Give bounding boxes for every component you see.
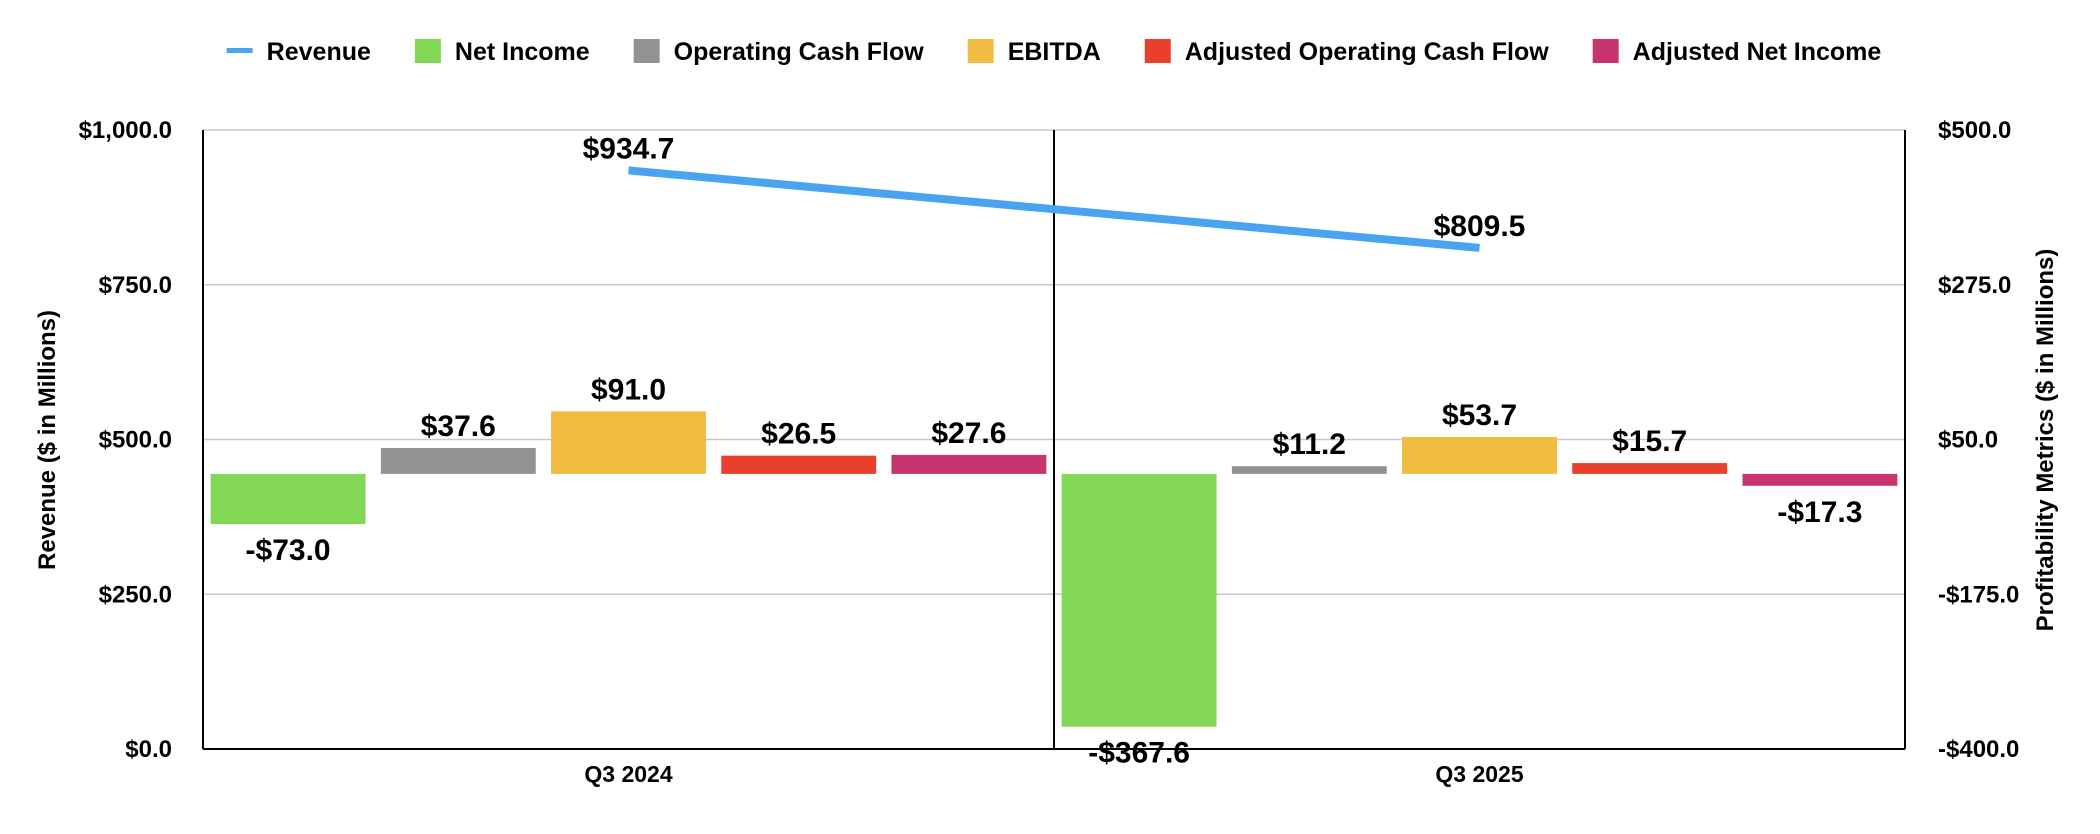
legend-swatch [1144, 39, 1171, 63]
legend-swatch [967, 39, 994, 63]
data-label-revenue: $809.5 [1434, 210, 1526, 243]
data-label-net-income: -$73.0 [246, 534, 331, 567]
data-label-net-income: -$367.6 [1088, 737, 1190, 770]
left-tick-label: $750.0 [99, 272, 172, 299]
bar-net-income [1061, 473, 1217, 727]
legend-item-ebitda: EBITDA [967, 38, 1101, 66]
category-label: Q3 2025 [1435, 761, 1523, 787]
legend-label: EBITDA [1008, 38, 1101, 66]
legend-item-revenue: Revenue [226, 38, 371, 66]
legend-swatch [633, 39, 660, 63]
legend-swatch [414, 39, 441, 63]
bar-ebitda [551, 411, 706, 474]
data-label-operating-cash-flow: $11.2 [1273, 428, 1346, 461]
right-tick-label: $500.0 [1938, 117, 2011, 144]
legend-label: Net Income [455, 38, 590, 66]
bar-operating-cash-flow [380, 448, 536, 474]
data-label-ebitda: $91.0 [591, 373, 666, 406]
axes: $0.0 $250.0 $500.0 $750.0 $1,000.0 -$400.0 -$1… [79, 117, 2020, 787]
legend: Revenue Net Income Operating Cash Flow EBIT… [226, 38, 1882, 66]
data-label-revenue: $934.7 [583, 132, 675, 165]
legend-item-net-income: Net Income [414, 38, 590, 66]
bar-adjusted-net-income [891, 454, 1047, 474]
bar-ebitda [1402, 436, 1557, 474]
left-tick-label: $1,000.0 [79, 117, 172, 144]
right-axis-title: Profitability Metrics ($ in Millions) [2032, 249, 2059, 632]
right-tick-label: -$175.0 [1938, 581, 2019, 608]
bar-net-income [210, 473, 366, 525]
bar-operating-cash-flow [1231, 466, 1387, 474]
left-axis-title: Revenue ($ in Millions) [34, 310, 61, 570]
legend-label: Operating Cash Flow [674, 38, 925, 66]
data-label-adjusted-net-income: -$17.3 [1777, 496, 1862, 529]
bar-adjusted-net-income [1742, 473, 1898, 486]
legend-label: Adjusted Operating Cash Flow [1185, 38, 1549, 66]
legend-item-adjusted-operating-cash-flow: Adjusted Operating Cash Flow [1144, 38, 1549, 66]
legend-label: Revenue [267, 38, 371, 66]
legend-item-adjusted-net-income: Adjusted Net Income [1592, 38, 1882, 66]
data-label-adjusted-operating-cash-flow: $26.5 [761, 418, 836, 451]
right-tick-label: $50.0 [1938, 427, 1998, 454]
right-tick-label: -$400.0 [1938, 736, 2019, 763]
bar-adjusted-operating-cash-flow [721, 455, 877, 474]
revenue-line [628, 166, 1480, 252]
category-label: Q3 2024 [584, 761, 672, 787]
left-tick-label: $0.0 [125, 736, 172, 763]
left-tick-label: $250.0 [99, 581, 172, 608]
data-label-adjusted-net-income: $27.6 [931, 417, 1006, 450]
right-tick-label: $275.0 [1938, 272, 2011, 299]
left-tick-label: $500.0 [99, 427, 172, 454]
data-label-ebitda: $53.7 [1442, 399, 1517, 432]
data-label-operating-cash-flow: $37.6 [421, 410, 496, 443]
bar-adjusted-operating-cash-flow [1572, 463, 1728, 474]
revenue-line-series [628, 166, 1480, 252]
data-label-adjusted-operating-cash-flow: $15.7 [1612, 425, 1687, 458]
legend-label: Adjusted Net Income [1633, 38, 1882, 66]
legend-item-operating-cash-flow: Operating Cash Flow [633, 38, 925, 66]
bar-series [210, 411, 1898, 727]
legend-swatch [226, 48, 253, 53]
data-labels: -$73.0 -$367.6 $37.6 $11.2 $91.0 $53.7 $26.5 $1… [246, 132, 1863, 769]
legend-swatch [1592, 39, 1619, 63]
